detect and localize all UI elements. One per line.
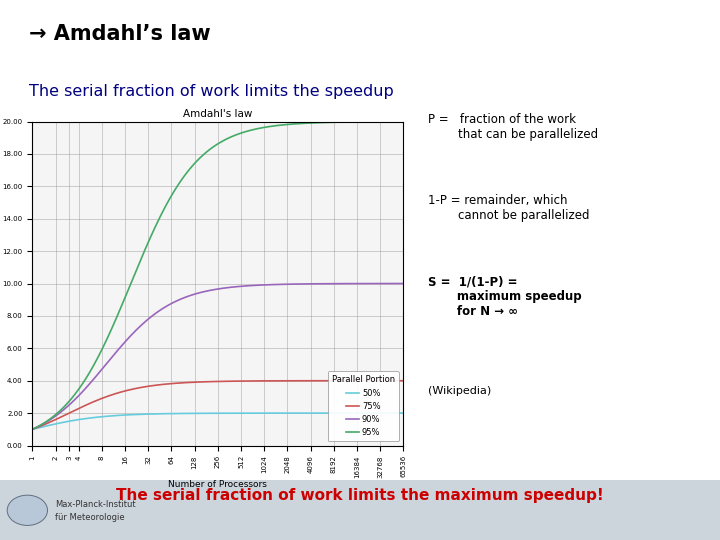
Text: S =  1/(1-P) =
       maximum speedup
       for N → ∞: S = 1/(1-P) = maximum speedup for N → ∞: [428, 275, 582, 319]
90%: [196, 289, 204, 296]
75%: [28, 426, 37, 433]
75%: [94, 397, 102, 403]
Text: P =   fraction of the work
        that can be parallelized: P = fraction of the work that can be par…: [428, 113, 598, 141]
X-axis label: Number of Processors: Number of Processors: [168, 481, 267, 489]
75%: [276, 377, 284, 384]
50%: [399, 410, 408, 416]
Text: (Wikipedia): (Wikipedia): [428, 386, 492, 396]
Text: → Amdahl’s law: → Amdahl’s law: [29, 24, 210, 44]
95%: [276, 122, 284, 129]
50%: [28, 426, 37, 433]
Line: 50%: 50%: [32, 413, 403, 429]
75%: [399, 377, 408, 384]
Title: Amdahl's law: Amdahl's law: [183, 109, 253, 119]
90%: [94, 371, 102, 377]
Text: The serial fraction of work limits the speedup: The serial fraction of work limits the s…: [29, 84, 394, 99]
50%: [246, 410, 255, 416]
Line: 90%: 90%: [32, 284, 403, 429]
50%: [276, 410, 284, 416]
95%: [123, 288, 132, 294]
Circle shape: [7, 495, 48, 525]
50%: [123, 411, 132, 418]
50%: [196, 410, 204, 416]
90%: [28, 426, 37, 433]
90%: [246, 282, 255, 289]
Line: 75%: 75%: [32, 381, 403, 429]
90%: [307, 281, 316, 287]
Text: 1-P = remainder, which
        cannot be parallelized: 1-P = remainder, which cannot be paralle…: [428, 194, 590, 222]
75%: [307, 377, 316, 384]
Text: Max-Planck-Institut: Max-Planck-Institut: [55, 501, 136, 509]
95%: [94, 354, 102, 360]
95%: [246, 127, 255, 133]
75%: [123, 387, 132, 394]
Text: für Meteorologie: für Meteorologie: [55, 513, 125, 522]
95%: [307, 120, 316, 126]
75%: [246, 378, 255, 384]
90%: [276, 281, 284, 288]
90%: [123, 336, 132, 342]
Line: 95%: 95%: [32, 122, 403, 429]
Bar: [0, 480, 720, 540]
95%: [399, 118, 408, 125]
90%: [399, 280, 408, 287]
95%: [196, 154, 204, 161]
75%: [196, 379, 204, 385]
Text: The serial fraction of work limits the maximum speedup!: The serial fraction of work limits the m…: [116, 488, 604, 503]
Legend: 50%, 75%, 90%, 95%: 50%, 75%, 90%, 95%: [328, 372, 399, 441]
95%: [28, 426, 37, 433]
50%: [307, 410, 316, 416]
50%: [94, 414, 102, 420]
